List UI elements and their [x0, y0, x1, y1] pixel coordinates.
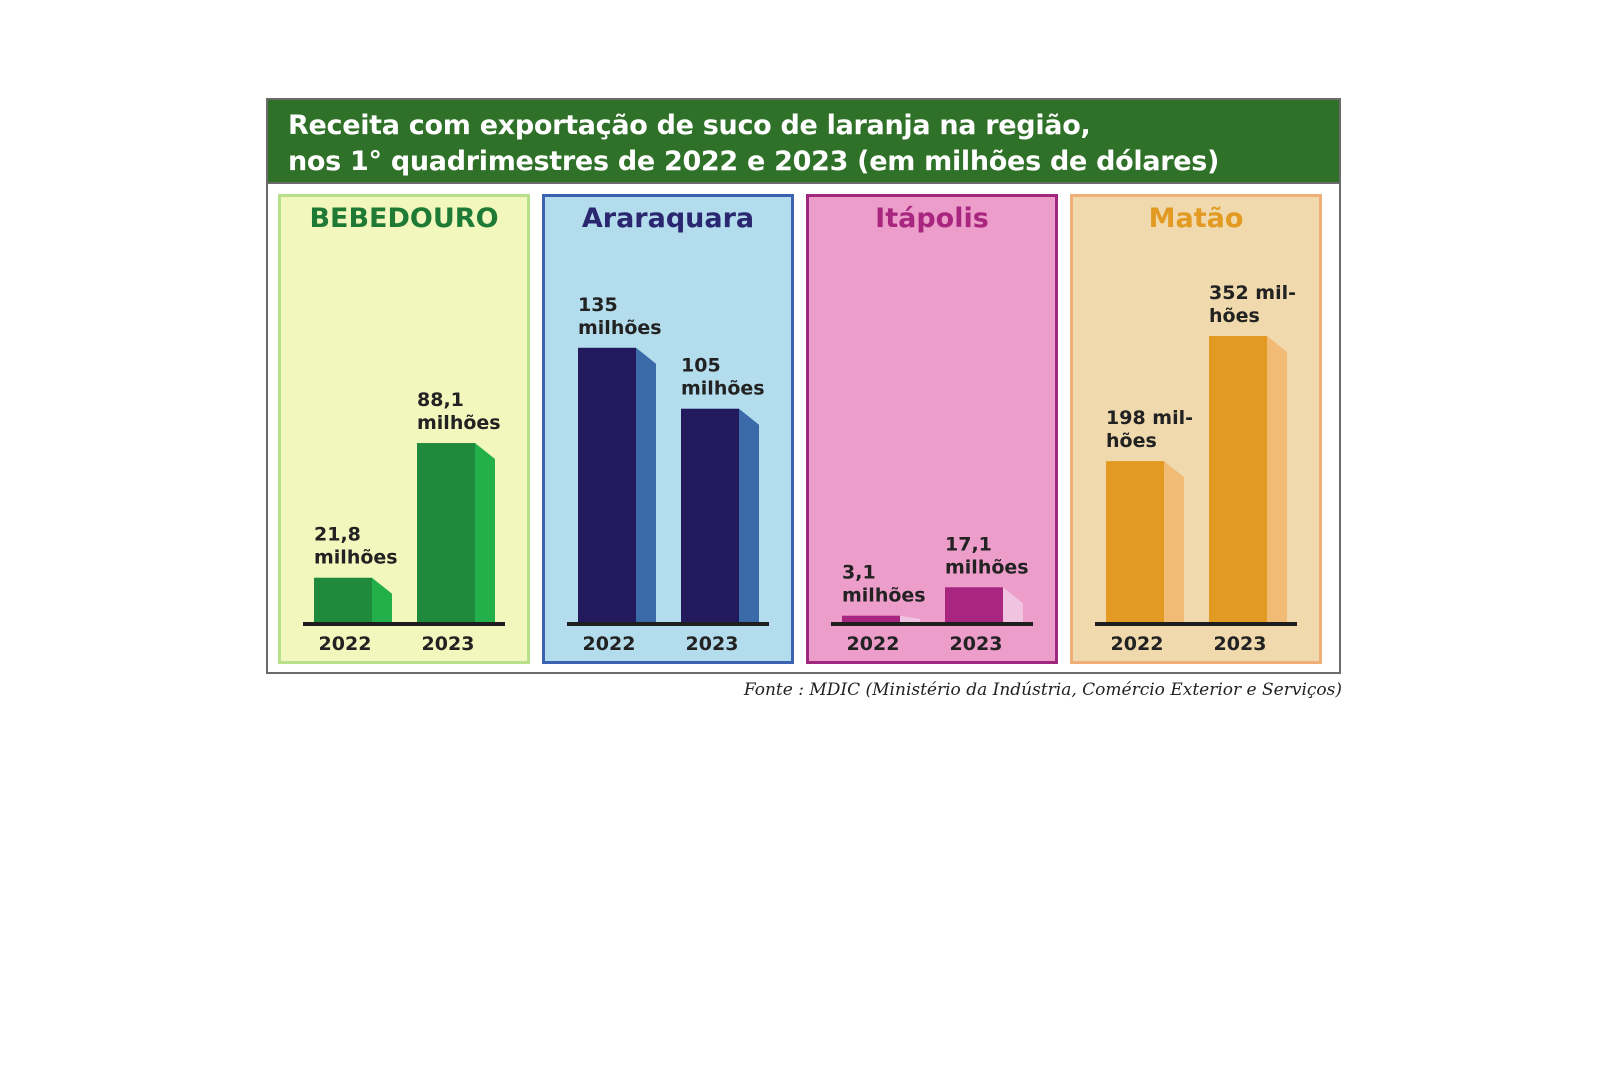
data-label-2022: 3,1 milhões	[842, 562, 926, 607]
bar-2022	[842, 615, 900, 622]
bar-side-2023	[475, 443, 495, 622]
bar-side-2023	[1267, 336, 1287, 622]
baseline	[567, 622, 769, 626]
bar-side-2022	[900, 615, 920, 622]
data-label-2022: 135 milhões	[578, 294, 662, 339]
baseline	[1095, 622, 1297, 626]
category-label-2022: 2022	[583, 633, 636, 655]
bar-2022	[1106, 461, 1164, 622]
category-label-2022: 2022	[319, 633, 372, 655]
bar-2023	[945, 587, 1003, 622]
bar-2022	[314, 577, 372, 622]
title-bar: Receita com exportação de suco de laranj…	[268, 100, 1339, 184]
data-label-2023: 105 milhões	[681, 355, 765, 400]
bar-2023	[1209, 336, 1267, 622]
bar-chart-svg: 3,1 milhões 2022 17,1 milhões 2023	[831, 533, 1033, 655]
category-label-2022: 2022	[1111, 633, 1164, 655]
bar-side-2023	[1003, 587, 1023, 622]
chart-title-line-1: Receita com exportação de suco de laranj…	[288, 110, 1091, 141]
bar-chart-svg: 198 mil-hões 2022 352 mil-hões 2023	[1095, 282, 1297, 655]
bar-2022	[578, 347, 636, 622]
category-label-2023: 2023	[1214, 633, 1267, 655]
baseline	[831, 622, 1033, 626]
data-label-2023: 352 mil-hões	[1209, 282, 1296, 327]
bar-2023	[417, 443, 475, 622]
data-label-2023: 88,1 milhões	[417, 389, 501, 434]
category-label-2023: 2023	[422, 633, 475, 655]
data-label-2022: 198 mil-hões	[1106, 407, 1193, 452]
bar-side-2022	[1164, 461, 1184, 622]
panel-araraquara: Araraquara 135 milhões 2022 105 milhões 2023	[542, 194, 794, 664]
bar-side-2023	[739, 408, 759, 622]
data-label-2022: 21,8 milhões	[314, 524, 398, 569]
panel-itapolis: Itápolis 3,1 milhões 2022 17,1 milhões 2023	[806, 194, 1058, 664]
panel-matao: Matão 198 mil-hões 2022 352 mil-hões 2023	[1070, 194, 1322, 664]
bar-2023	[681, 408, 739, 622]
category-label-2022: 2022	[847, 633, 900, 655]
data-label-2023: 17,1 milhões	[945, 533, 1029, 578]
panel-bebedouro: BEBEDOURO 21,8 milhões 2022 88,1 milhões 2023	[278, 194, 530, 664]
bar-side-2022	[372, 577, 392, 622]
bar-chart-svg: 21,8 milhões 2022 88,1 milhões 2023	[303, 389, 505, 655]
category-label-2023: 2023	[950, 633, 1003, 655]
bar-side-2022	[636, 347, 656, 622]
bar-chart-svg: 135 milhões 2022 105 milhões 2023	[567, 294, 769, 655]
panel-title: Itápolis	[875, 203, 989, 234]
baseline	[303, 622, 505, 626]
category-label-2023: 2023	[686, 633, 739, 655]
panel-title: BEBEDOURO	[309, 203, 499, 234]
panel-title: Araraquara	[581, 203, 755, 234]
source-note: Fonte : MDIC (Ministério da Indústria, C…	[743, 680, 1342, 700]
panel-title: Matão	[1148, 203, 1244, 234]
chart-title-line-2: nos 1° quadrimestres de 2022 e 2023 (em …	[288, 146, 1220, 177]
panels: BEBEDOURO 21,8 milhões 2022 88,1 milhões 2023…	[268, 186, 1339, 672]
chart-figure: Receita com exportação de suco de laranj…	[266, 98, 1341, 674]
